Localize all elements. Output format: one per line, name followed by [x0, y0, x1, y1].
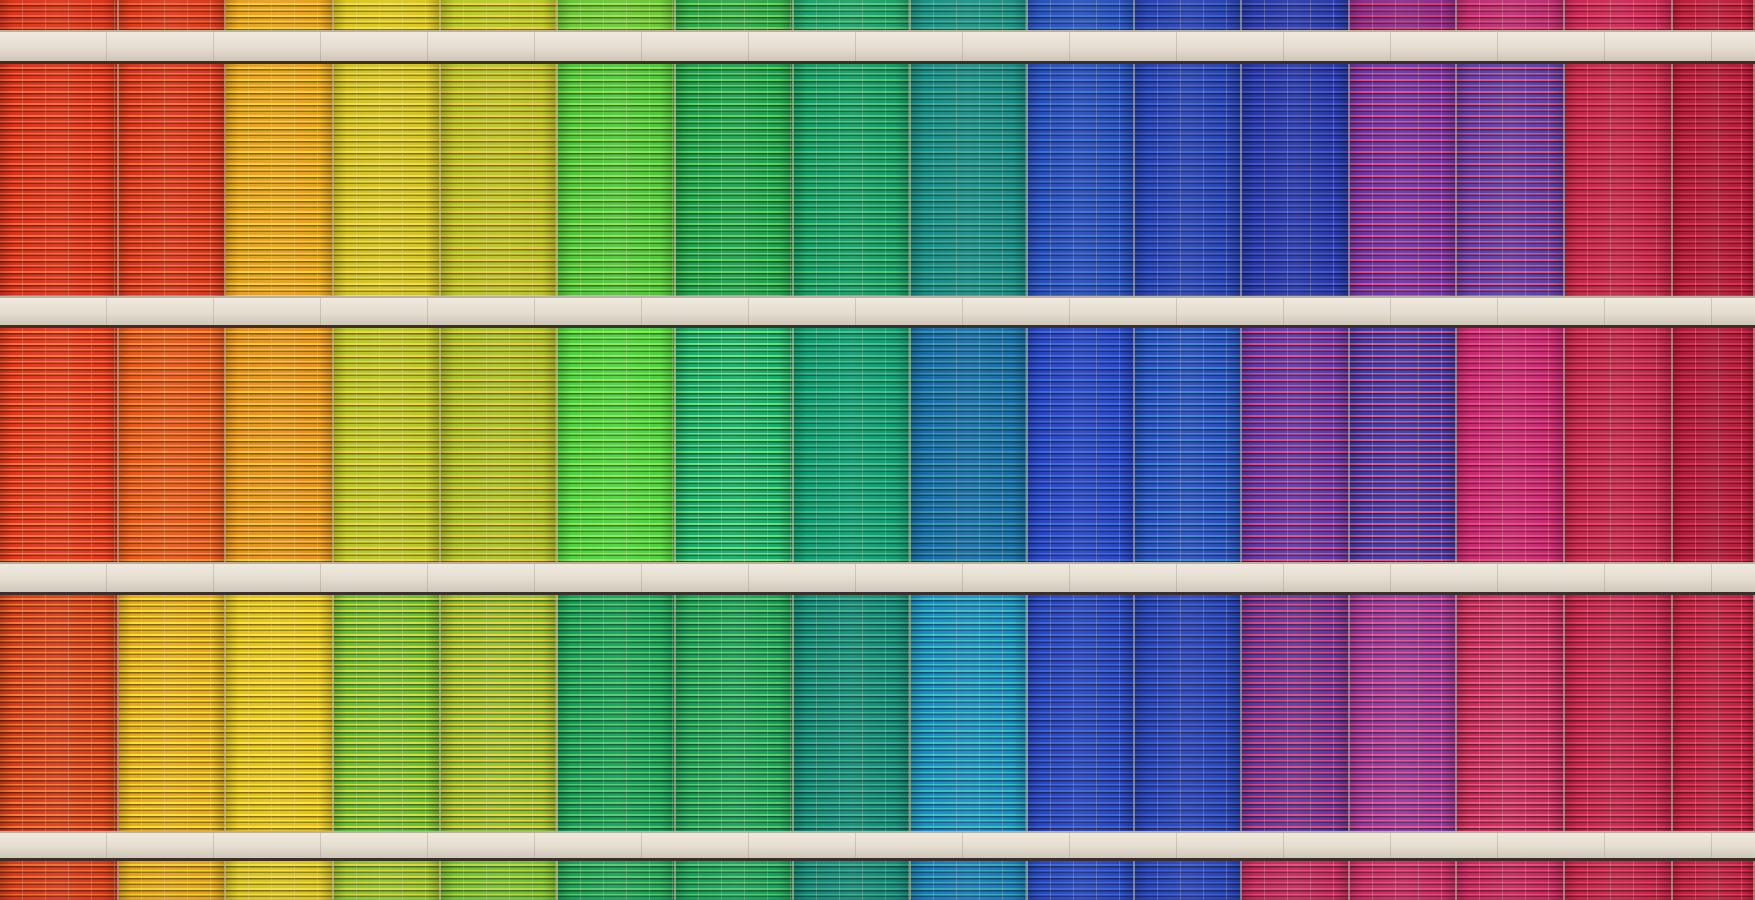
blind-panel [119, 861, 226, 900]
blind-panel [1028, 595, 1135, 831]
floor-3 [0, 595, 1755, 831]
blind-panel [794, 0, 911, 30]
blind-panel [794, 64, 911, 296]
blind-panel [1350, 0, 1457, 30]
blind-panel [1457, 595, 1565, 831]
blind-panel [1350, 64, 1457, 296]
floor-slab [0, 30, 1755, 64]
blind-panel [911, 64, 1028, 296]
blind-panel [1565, 64, 1673, 296]
blind-panel [441, 64, 558, 296]
blind-panel [441, 328, 558, 562]
blind-panel [558, 861, 676, 900]
floor-slab [0, 831, 1755, 861]
blind-panel [911, 861, 1028, 900]
blind-panel [226, 64, 334, 296]
blind-panel [676, 595, 794, 831]
blind-panel [1565, 0, 1673, 30]
blind-panel [1673, 64, 1755, 296]
floor-bottom-partial [0, 861, 1755, 900]
blind-panel [226, 0, 334, 30]
blind-panel [1673, 595, 1755, 831]
blind-panel [1673, 0, 1755, 30]
blind-panel [334, 0, 441, 30]
blind-panel [119, 64, 226, 296]
blind-panel [119, 328, 226, 562]
blind-panel [441, 861, 558, 900]
blind-panel [676, 64, 794, 296]
blind-panel [0, 595, 119, 831]
blind-panel [1457, 64, 1565, 296]
floor-1 [0, 64, 1755, 296]
blind-panel [226, 328, 334, 562]
blind-panel [1350, 595, 1457, 831]
blind-panel [334, 595, 441, 831]
blind-panel [558, 0, 676, 30]
blind-panel [911, 328, 1028, 562]
blind-panel [676, 0, 794, 30]
blind-panel [1457, 328, 1565, 562]
blind-panel [334, 64, 441, 296]
blind-panel [676, 861, 794, 900]
blind-panel [1242, 328, 1350, 562]
blind-panel [1242, 64, 1350, 296]
blind-panel [0, 0, 119, 30]
blind-panel [1242, 0, 1350, 30]
floor-slab [0, 562, 1755, 595]
blind-panel [1350, 861, 1457, 900]
blind-panel [1028, 861, 1135, 900]
blind-panel [1457, 0, 1565, 30]
blind-panel [1565, 595, 1673, 831]
blind-panel [441, 595, 558, 831]
blind-panel [1135, 0, 1242, 30]
blind-panel [441, 0, 558, 30]
blind-panel [0, 328, 119, 562]
blind-panel [1457, 861, 1565, 900]
blind-panel [676, 328, 794, 562]
blind-panel [1565, 861, 1673, 900]
blind-panel [794, 595, 911, 831]
blind-panel [911, 595, 1028, 831]
blind-panel [1673, 861, 1755, 900]
blind-panel [1350, 328, 1457, 562]
blind-panel [1028, 328, 1135, 562]
blind-panel [119, 0, 226, 30]
blind-panel [1135, 861, 1242, 900]
blind-panel [0, 861, 119, 900]
blind-panel [794, 861, 911, 900]
blind-panel [558, 64, 676, 296]
blind-panel [911, 0, 1028, 30]
blind-panel [334, 861, 441, 900]
floor-top-partial [0, 0, 1755, 30]
blind-panel [119, 595, 226, 831]
blind-panel [1242, 595, 1350, 831]
blind-panel [794, 328, 911, 562]
blind-panel [226, 595, 334, 831]
blind-panel [558, 328, 676, 562]
blind-panel [1242, 861, 1350, 900]
blind-panel [1565, 328, 1673, 562]
blind-panel [226, 861, 334, 900]
floor-slab [0, 296, 1755, 328]
blind-panel [334, 328, 441, 562]
blind-panel [1135, 64, 1242, 296]
blind-panel [1028, 0, 1135, 30]
blind-panel [1135, 328, 1242, 562]
blind-panel [1673, 328, 1755, 562]
blind-panel [0, 64, 119, 296]
blind-panel [558, 595, 676, 831]
blind-panel [1135, 595, 1242, 831]
blind-panel [1028, 64, 1135, 296]
floor-2 [0, 328, 1755, 562]
